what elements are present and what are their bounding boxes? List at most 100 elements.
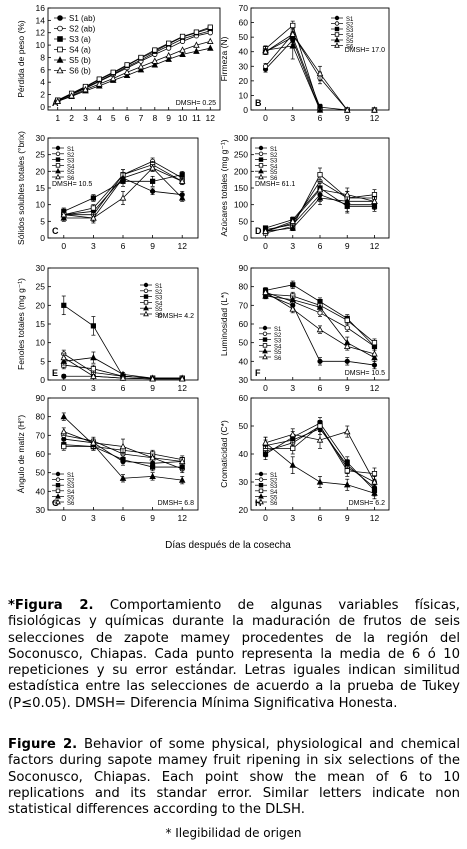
- y-axis-label: Luminosidad (L*): [219, 292, 229, 356]
- y-axis-label: Sólidos solubles totales (°brix): [16, 131, 26, 245]
- data-point: [179, 50, 186, 57]
- legend: S1 (ab) S2 (ab)S3 (a) S4 (a)S5 (b) S6 (b): [54, 14, 96, 76]
- y-tick-label: 40: [239, 356, 249, 366]
- legend-label: S5: [274, 350, 282, 356]
- data-point: [344, 468, 350, 474]
- x-tick-label: 3: [290, 513, 295, 523]
- series-s6: [262, 29, 378, 113]
- y-tick-label: 60: [239, 393, 249, 403]
- x-tick-label: 9: [150, 383, 155, 393]
- data-point: [149, 472, 156, 480]
- data-point: [344, 325, 350, 331]
- dmsh-label: DMSH= 4.2: [158, 313, 194, 320]
- data-point: [150, 178, 156, 184]
- x-tick-label: 3: [290, 113, 295, 123]
- y-tick-label: 100: [234, 200, 248, 210]
- data-point: [90, 372, 97, 379]
- data-point: [138, 54, 144, 61]
- data-point: [258, 477, 264, 482]
- data-point: [289, 305, 297, 312]
- data-point: [317, 423, 323, 429]
- panel-letter: H: [255, 498, 262, 508]
- legend-label: S5: [270, 495, 278, 501]
- y-tick-label: 70: [239, 300, 249, 310]
- data-point: [371, 350, 378, 357]
- x-tick-label: 12: [206, 113, 216, 123]
- data-point: [178, 457, 186, 465]
- plot-frame: [47, 7, 221, 111]
- data-point: [60, 210, 68, 218]
- dmsh-label: DMSH= 61.1: [255, 181, 295, 188]
- data-point: [371, 478, 378, 485]
- data-point: [317, 358, 323, 364]
- x-tick-label: 6: [318, 113, 323, 123]
- legend-label: S3: [67, 484, 75, 490]
- data-point: [289, 430, 297, 438]
- data-point: [90, 205, 96, 211]
- legend-label: S3: [270, 484, 278, 490]
- y-tick-label: 20: [239, 76, 249, 86]
- legend-label: S4: [67, 490, 75, 496]
- y-tick-label: 12: [36, 28, 46, 38]
- data-point: [123, 68, 131, 75]
- data-point: [119, 174, 127, 181]
- x-tick-label: 9: [345, 241, 350, 251]
- x-tick-label: 9: [345, 383, 350, 393]
- panel-g: 0 3 6 9 12 30 40 50 60 70 80 90 Ángulo de matiz (H°)…: [16, 393, 199, 523]
- data-point: [334, 15, 340, 21]
- y-tick-label: 10: [36, 200, 46, 210]
- data-point: [179, 172, 185, 178]
- data-point: [90, 323, 96, 329]
- series-s6: [60, 353, 186, 382]
- x-tick-label: 12: [177, 513, 187, 523]
- source-note: * Ilegibilidad de origen: [165, 826, 302, 840]
- y-tick-label: 6: [40, 65, 45, 75]
- data-point: [143, 300, 149, 305]
- data-point: [207, 37, 214, 44]
- data-point: [262, 288, 269, 295]
- x-tick-label: 4: [97, 113, 102, 123]
- data-point: [316, 194, 324, 201]
- x-tick-label: 7: [139, 113, 144, 123]
- legend-label: S2: [274, 333, 282, 339]
- caption-english-body: Behavior of some physical, physiological…: [8, 737, 460, 818]
- data-point: [143, 282, 149, 288]
- y-tick-label: 70: [36, 430, 46, 440]
- y-tick-label: 30: [36, 263, 46, 273]
- data-point: [150, 188, 156, 194]
- x-tick-label: 3: [290, 383, 295, 393]
- x-tick-label: 10: [178, 113, 188, 123]
- y-tick-label: 50: [36, 468, 46, 478]
- data-point: [90, 195, 96, 201]
- legend-label: S5: [67, 495, 75, 501]
- data-point: [54, 97, 61, 104]
- y-tick-label: 70: [239, 3, 249, 13]
- y-tick-label: 30: [36, 133, 46, 143]
- legend-label: S3: [155, 296, 163, 302]
- y-tick-label: 200: [234, 166, 248, 176]
- data-point: [343, 427, 351, 435]
- data-point: [179, 46, 186, 53]
- data-point: [343, 342, 351, 350]
- y-tick-label: 30: [239, 477, 249, 487]
- data-point: [151, 57, 159, 64]
- data-point: [289, 42, 297, 49]
- legend-label: S2: [67, 153, 75, 159]
- legend-label: S2: [155, 290, 163, 296]
- data-point: [178, 476, 186, 483]
- x-tick-label: 12: [370, 513, 380, 523]
- data-point: [344, 459, 350, 466]
- x-tick-label: 0: [263, 383, 268, 393]
- data-point: [60, 412, 68, 420]
- data-point: [290, 22, 296, 29]
- data-point: [178, 375, 186, 382]
- data-point: [262, 292, 269, 299]
- data-point: [165, 51, 172, 59]
- data-point: [178, 177, 186, 184]
- x-tick-label: 1: [55, 113, 60, 123]
- y-axis-label: Cromaticidad (C*): [219, 420, 229, 488]
- dmsh-label: DMSH= 6.8: [158, 500, 194, 507]
